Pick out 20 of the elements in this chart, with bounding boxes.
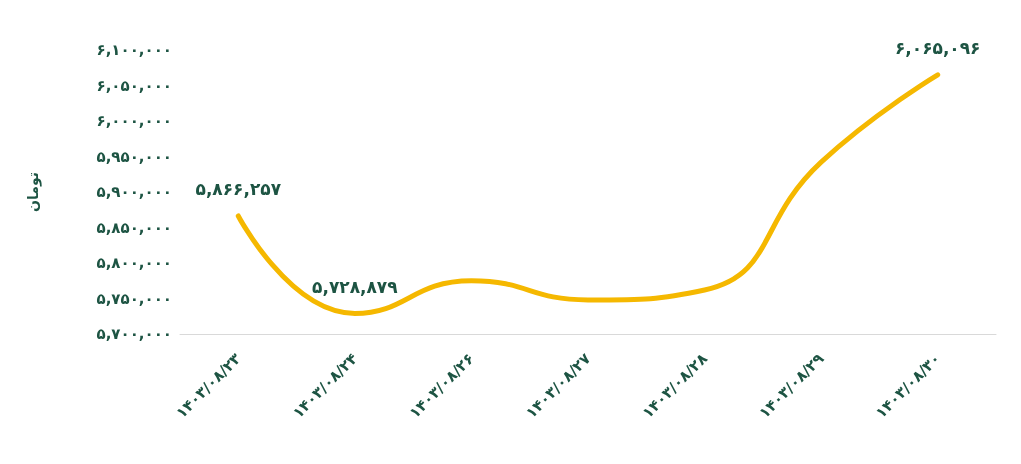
x-tick-label: ۱۴۰۳/۰۸/۲۶ xyxy=(405,349,478,422)
x-tick-label: ۱۴۰۳/۰۸/۲۷ xyxy=(522,349,595,422)
x-tick-label: ۱۴۰۳/۰۸/۲۴ xyxy=(289,349,362,422)
y-tick-label: ۵,۸۰۰,۰۰۰ xyxy=(96,254,172,272)
y-tick-label: ۵,۷۵۰,۰۰۰ xyxy=(96,289,172,308)
y-tick-label: ۵,۸۵۰,۰۰۰ xyxy=(96,218,172,237)
x-tick-label: ۱۴۰۳/۰۸/۲۹ xyxy=(755,349,828,422)
x-tick-label: ۱۴۰۳/۰۸/۳۰ xyxy=(871,349,945,422)
y-tick-label: ۵,۹۵۰,۰۰۰ xyxy=(96,147,172,166)
y-tick-label: ۵,۷۰۰,۰۰۰ xyxy=(96,325,172,343)
y-tick-label: ۶,۱۰۰,۰۰۰ xyxy=(96,41,172,59)
data-label: ۵,۸۶۶,۲۵۷ xyxy=(195,179,282,200)
data-label: ۵,۷۲۸,۸۷۹ xyxy=(312,277,399,297)
data-label: ۶,۰۶۵,۰۹۶ xyxy=(894,38,981,59)
x-tick-label: ۱۴۰۳/۰۸/۲۳ xyxy=(172,349,245,422)
x-tick-label: ۱۴۰۳/۰۸/۲۸ xyxy=(638,349,711,422)
y-axis-title: تومان xyxy=(25,172,42,212)
y-tick-label: ۶,۰۵۰,۰۰۰ xyxy=(96,76,172,95)
y-tick-label: ۵,۹۰۰,۰۰۰ xyxy=(96,183,172,201)
y-tick-label: ۶,۰۰۰,۰۰۰ xyxy=(96,112,172,130)
